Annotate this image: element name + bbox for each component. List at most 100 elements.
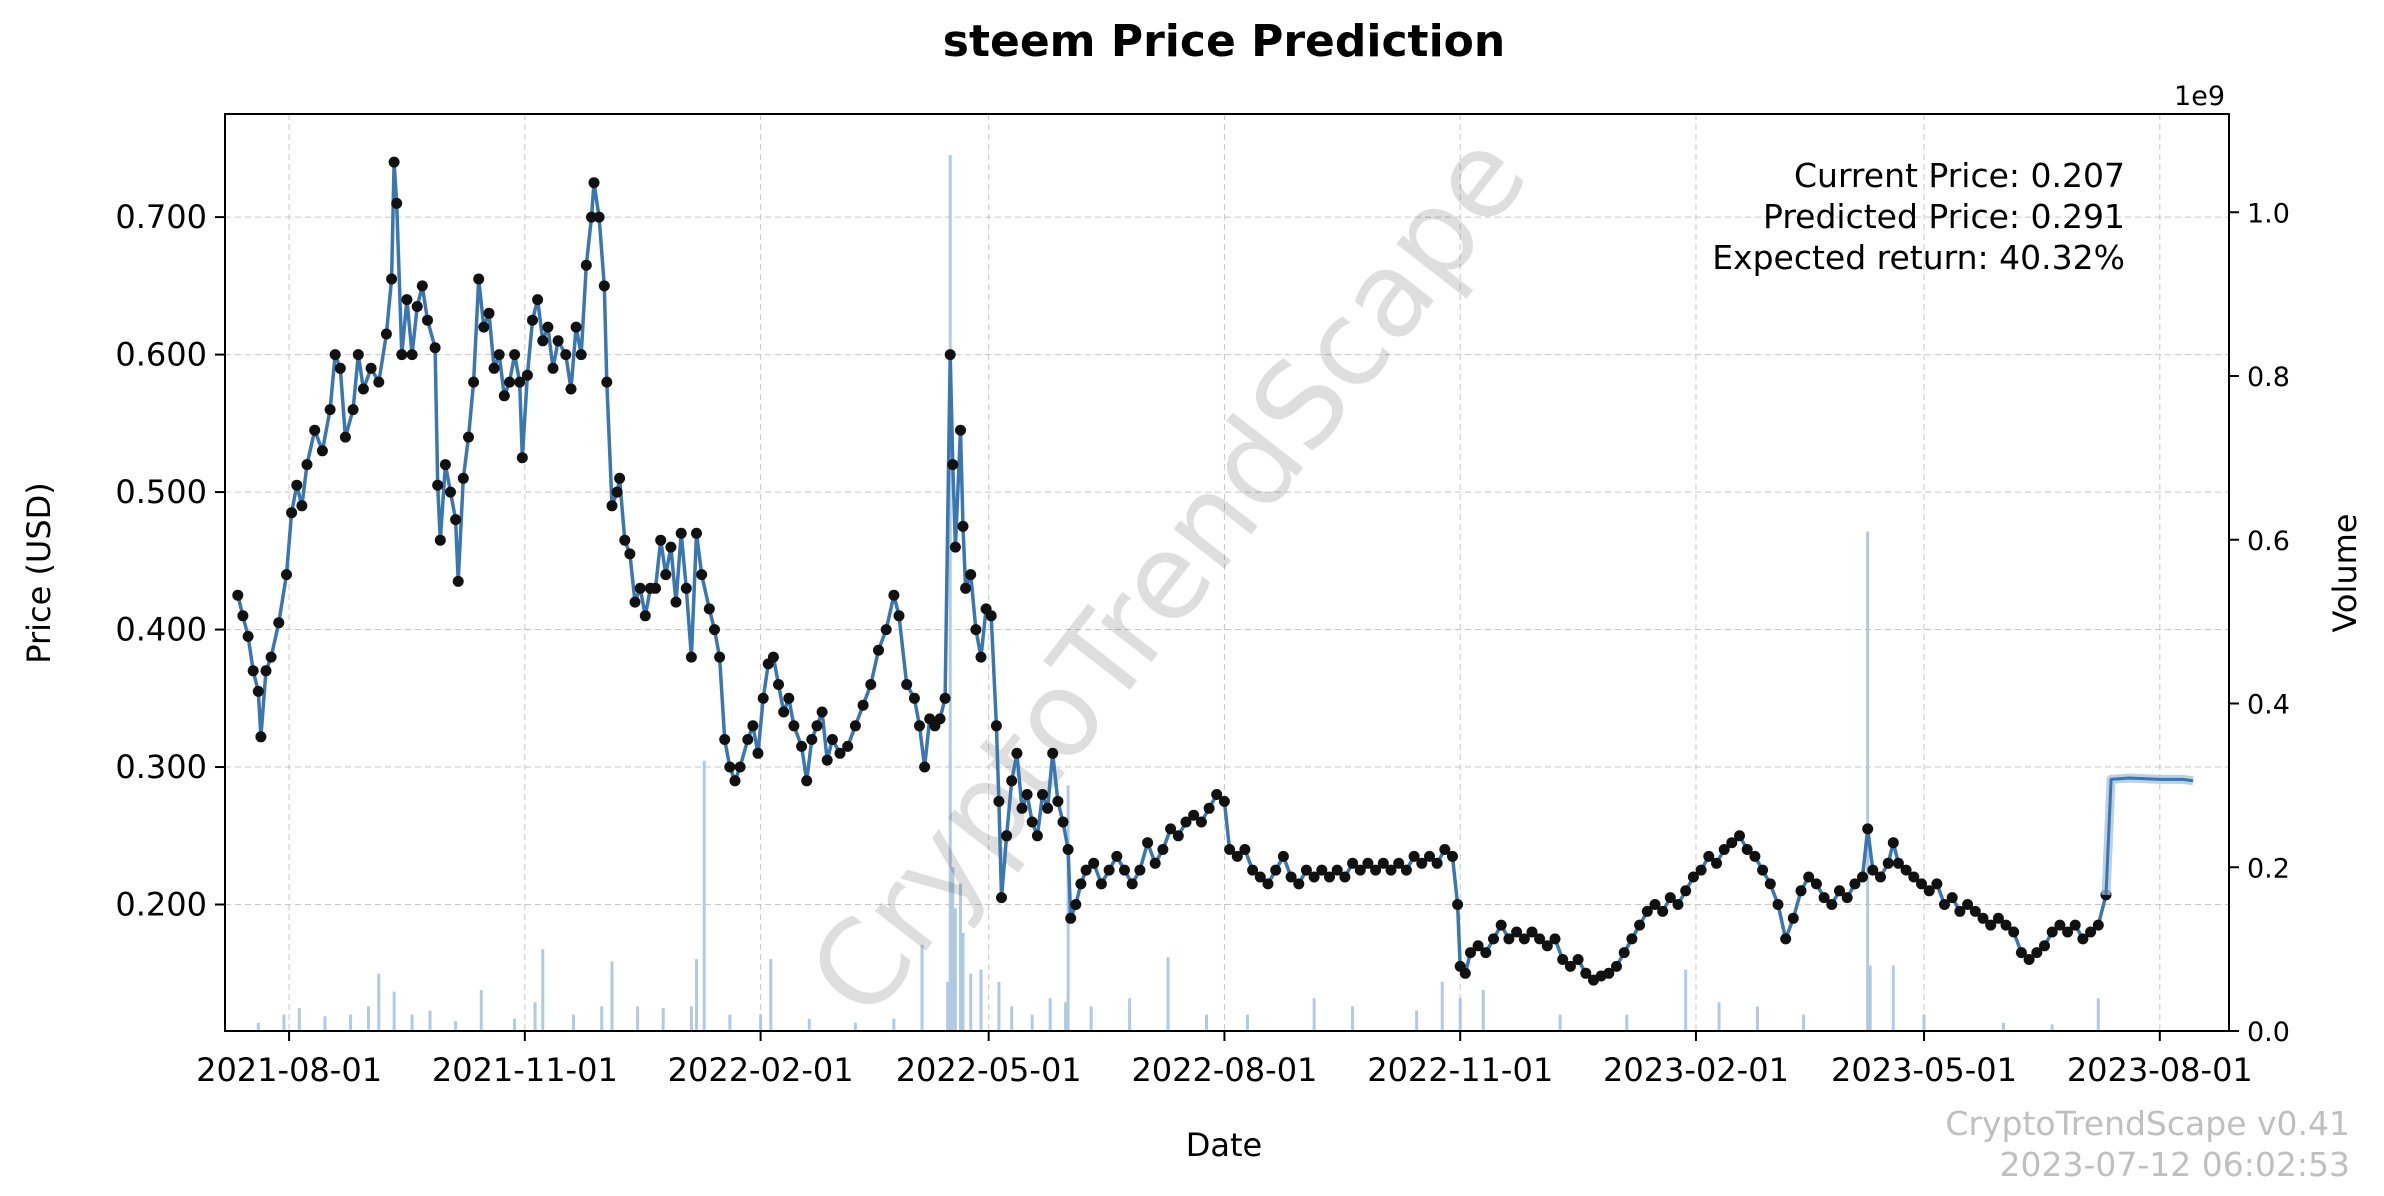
price-point bbox=[1564, 960, 1576, 972]
price-point bbox=[1741, 844, 1753, 855]
volume-bar bbox=[1922, 1014, 1926, 1031]
volume-bar bbox=[979, 969, 983, 1031]
volume-bar bbox=[2050, 1024, 2054, 1031]
price-point bbox=[406, 349, 418, 361]
price-point bbox=[488, 362, 500, 374]
volume-bar bbox=[807, 1018, 811, 1031]
price-point bbox=[334, 362, 346, 374]
price-point bbox=[752, 747, 764, 759]
volume-bar bbox=[1440, 981, 1444, 1031]
price-point bbox=[1916, 878, 1927, 890]
price-point bbox=[1649, 899, 1661, 910]
price-point bbox=[286, 507, 298, 519]
price-point bbox=[893, 610, 905, 622]
price-point bbox=[873, 644, 884, 656]
price-point bbox=[696, 569, 708, 581]
price-point bbox=[1224, 844, 1236, 855]
volume-bar bbox=[1312, 998, 1316, 1031]
price-point bbox=[432, 479, 444, 491]
price-point bbox=[2015, 947, 2027, 959]
price-point bbox=[1370, 864, 1382, 876]
price-point bbox=[388, 156, 400, 168]
y2-tick-label: 0.8 bbox=[2247, 362, 2290, 393]
price-point bbox=[1472, 940, 1484, 952]
price-point bbox=[2008, 926, 2020, 938]
price-point bbox=[2069, 919, 2081, 931]
x-tick-label: 2022-08-01 bbox=[1131, 1051, 1317, 1089]
price-point bbox=[944, 349, 956, 361]
volume-bar bbox=[533, 1002, 537, 1031]
price-point bbox=[260, 665, 272, 677]
y-tick-label: 0.400 bbox=[115, 611, 207, 649]
volume-bar bbox=[610, 961, 614, 1031]
price-point bbox=[1270, 864, 1282, 876]
price-point bbox=[1431, 857, 1443, 869]
price-point bbox=[1480, 947, 1492, 959]
volume-bar bbox=[2096, 998, 2100, 1031]
price-point bbox=[1026, 816, 1038, 828]
volume-bar bbox=[600, 1006, 604, 1031]
price-point bbox=[593, 211, 605, 223]
price-point bbox=[580, 259, 592, 271]
volume-bar bbox=[953, 908, 957, 1031]
price-point bbox=[1203, 802, 1215, 814]
volume-bar bbox=[367, 1006, 371, 1031]
price-point bbox=[473, 273, 485, 285]
price-point bbox=[1408, 850, 1420, 862]
price-point bbox=[865, 679, 877, 690]
price-point bbox=[614, 472, 626, 484]
price-point bbox=[542, 321, 554, 333]
price-point bbox=[1293, 878, 1305, 890]
price-point bbox=[1908, 871, 1920, 883]
volume-bar bbox=[951, 867, 955, 1031]
volume-bar bbox=[689, 1006, 693, 1031]
current-price-annotation: Current Price: 0.207 bbox=[1794, 156, 2125, 195]
price-point bbox=[468, 376, 480, 388]
price-point bbox=[1962, 899, 1974, 910]
volume-bar bbox=[759, 1014, 763, 1031]
price-point bbox=[570, 321, 582, 333]
x-axis-ticks: 2021-08-01 2021-11-01 2022-02-01 2022-05-01… bbox=[196, 1031, 2253, 1089]
price-point bbox=[439, 459, 451, 471]
price-point bbox=[719, 734, 731, 745]
price-point bbox=[1503, 933, 1515, 945]
price-point bbox=[1931, 878, 1943, 890]
price-point bbox=[985, 610, 997, 622]
volume-bar bbox=[1481, 990, 1485, 1031]
price-point bbox=[1277, 850, 1289, 862]
price-point bbox=[514, 376, 526, 388]
volume-bar bbox=[256, 1022, 260, 1031]
price-point bbox=[1377, 857, 1389, 869]
price-point bbox=[237, 610, 249, 622]
price-point bbox=[1657, 905, 1669, 917]
price-point bbox=[347, 404, 359, 416]
price-point bbox=[1088, 857, 1100, 869]
price-point bbox=[588, 177, 600, 189]
price-point bbox=[1126, 878, 1138, 890]
price-point bbox=[1810, 878, 1822, 890]
price-point bbox=[821, 754, 833, 766]
price-point bbox=[1080, 864, 1092, 876]
price-point bbox=[1488, 933, 1499, 945]
price-point bbox=[586, 211, 597, 223]
price-point bbox=[965, 569, 977, 581]
price-point bbox=[1841, 892, 1853, 904]
price-point bbox=[1285, 871, 1297, 883]
volume-bar bbox=[1246, 1014, 1250, 1031]
price-point bbox=[1787, 912, 1799, 924]
y2-tick-label: 0.4 bbox=[2247, 690, 2290, 721]
price-point bbox=[452, 575, 464, 587]
price-point bbox=[1111, 850, 1123, 862]
price-point bbox=[1052, 795, 1064, 807]
price-point bbox=[1354, 864, 1366, 876]
volume-bar bbox=[1868, 965, 1872, 1031]
price-point bbox=[478, 321, 490, 333]
price-point bbox=[908, 692, 920, 704]
price-point bbox=[1969, 905, 1981, 917]
price-point bbox=[703, 603, 715, 615]
price-point bbox=[339, 431, 351, 443]
price-point bbox=[634, 582, 646, 594]
price-point bbox=[598, 280, 610, 292]
price-point bbox=[1047, 747, 1059, 759]
